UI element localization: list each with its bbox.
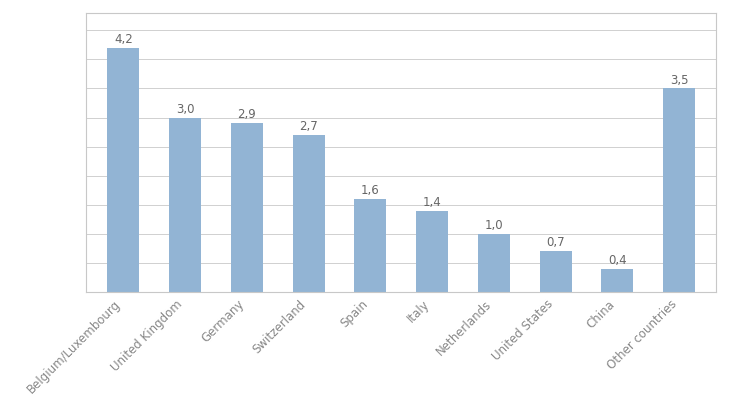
- Bar: [293, 136, 325, 292]
- Bar: [107, 49, 139, 292]
- Bar: [602, 269, 634, 292]
- Text: 0,7: 0,7: [546, 236, 565, 249]
- Bar: [231, 124, 263, 292]
- Bar: [663, 89, 695, 292]
- Text: 0,4: 0,4: [608, 253, 626, 266]
- Text: 1,4: 1,4: [423, 195, 442, 208]
- Text: 1,6: 1,6: [361, 184, 380, 196]
- Bar: [416, 211, 448, 292]
- Text: 2,7: 2,7: [299, 120, 318, 133]
- Bar: [539, 252, 572, 292]
- Text: 2,9: 2,9: [237, 108, 256, 121]
- Text: 3,0: 3,0: [176, 102, 194, 115]
- Text: 4,2: 4,2: [114, 33, 133, 46]
- Bar: [477, 234, 510, 292]
- Bar: [169, 118, 201, 292]
- Bar: [354, 200, 386, 292]
- Text: 3,5: 3,5: [670, 73, 688, 86]
- Text: 1,0: 1,0: [485, 218, 503, 231]
